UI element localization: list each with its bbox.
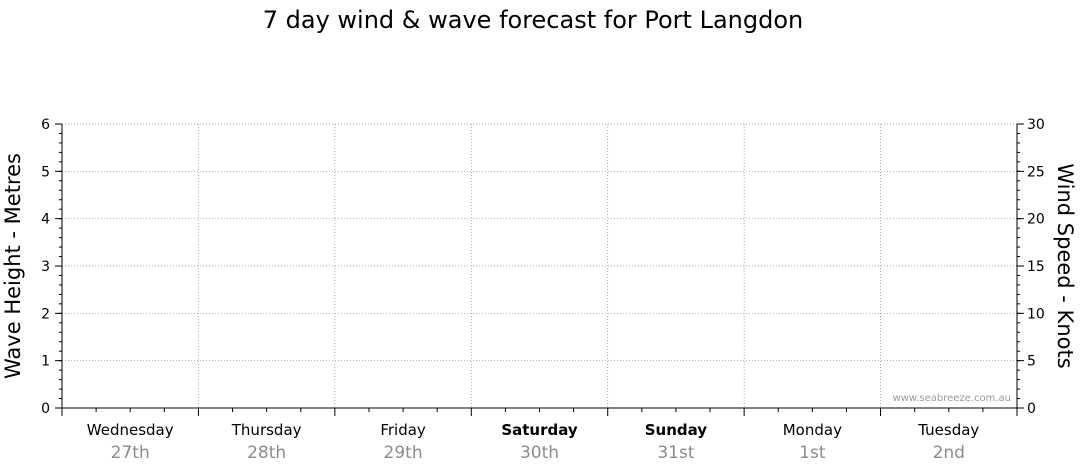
left-tick-label: 1 [41, 354, 50, 370]
day-date-label: 27th [111, 443, 150, 463]
right-tick-label: 15 [1027, 259, 1045, 275]
day-name-label: Saturday [501, 421, 578, 439]
left-axis-title: Wave Height - Metres [1, 153, 25, 379]
day-name-label: Monday [783, 421, 842, 439]
day-date-label: 31st [657, 443, 694, 463]
right-tick-label: 25 [1027, 164, 1045, 180]
day-name-label: Friday [380, 421, 426, 439]
right-axis-title: Wind Speed - Knots [1053, 163, 1077, 368]
watermark-text: www.seabreeze.com.au [893, 393, 1011, 404]
right-axis-ticks: 0 5 10 15 20 25 30 [1017, 117, 1045, 417]
left-axis-ticks: 0 1 2 3 4 5 6 [41, 117, 62, 417]
right-tick-label: 30 [1027, 117, 1045, 133]
chart-title: 7 day wind & wave forecast for Port Lang… [263, 6, 804, 34]
left-tick-label: 0 [41, 401, 50, 417]
day-labels: Wednesday 27th Thursday 28th Friday 29th Satur… [87, 421, 980, 463]
right-tick-label: 0 [1027, 401, 1036, 417]
day-date-label: 29th [384, 443, 423, 463]
right-tick-label: 20 [1027, 212, 1045, 228]
day-name-label: Thursday [231, 421, 302, 439]
axes [61, 124, 1018, 416]
left-tick-label: 6 [41, 117, 50, 133]
left-tick-label: 3 [41, 259, 50, 275]
day-date-label: 28th [247, 443, 286, 463]
left-tick-label: 5 [41, 164, 50, 180]
day-date-label: 30th [520, 443, 559, 463]
left-tick-label: 4 [41, 212, 50, 228]
day-name-label: Tuesday [917, 421, 979, 439]
day-date-label: 2nd [933, 443, 965, 463]
day-date-label: 1st [799, 443, 826, 463]
day-name-label: Sunday [645, 421, 708, 439]
grid-lines [62, 123, 1017, 408]
day-name-label: Wednesday [87, 421, 174, 439]
right-tick-label: 5 [1027, 354, 1036, 370]
left-tick-label: 2 [41, 306, 50, 322]
right-tick-label: 10 [1027, 306, 1045, 322]
